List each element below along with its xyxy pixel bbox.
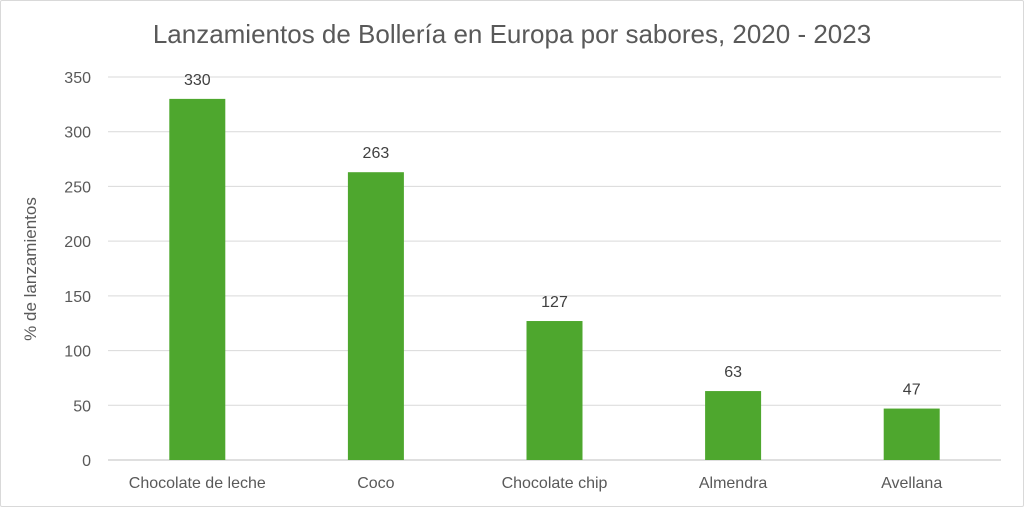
y-tick-label-300: 300 [64, 125, 91, 142]
data-label-3: 63 [724, 364, 742, 381]
x-category-label-1: Coco [357, 475, 394, 492]
data-label-2: 127 [541, 294, 568, 311]
y-axis-ticks: 0 50 100 150 200 250 300 350 [64, 70, 91, 470]
y-tick-label-250: 250 [64, 179, 91, 196]
bar-0 [169, 98, 226, 460]
y-tick-label-350: 350 [64, 70, 91, 87]
y-tick-label-0: 0 [82, 453, 91, 470]
y-tick-label-200: 200 [64, 234, 91, 251]
x-category-label-4: Avellana [881, 475, 942, 492]
bar-3 [705, 391, 762, 460]
data-labels: 330 263 127 63 47 [184, 72, 921, 399]
data-label-1: 263 [363, 145, 390, 162]
data-label-4: 47 [903, 382, 921, 399]
bars [169, 98, 940, 460]
x-category-label-3: Almendra [699, 475, 768, 492]
chart-title: Lanzamientos de Bollería en Europa por s… [153, 19, 871, 49]
y-axis-label: % de lanzamientos [21, 197, 40, 341]
bar-1 [347, 172, 404, 460]
data-label-0: 330 [184, 72, 211, 89]
y-tick-label-150: 150 [64, 289, 91, 306]
y-tick-label-50: 50 [73, 398, 91, 415]
bar-4 [883, 408, 940, 460]
x-category-label-0: Chocolate de leche [129, 475, 266, 492]
x-category-label-2: Chocolate chip [502, 475, 608, 492]
x-axis-categories: Chocolate de leche Coco Chocolate chip Alme… [129, 475, 943, 492]
bar-2 [526, 321, 583, 460]
y-tick-label-100: 100 [64, 344, 91, 361]
